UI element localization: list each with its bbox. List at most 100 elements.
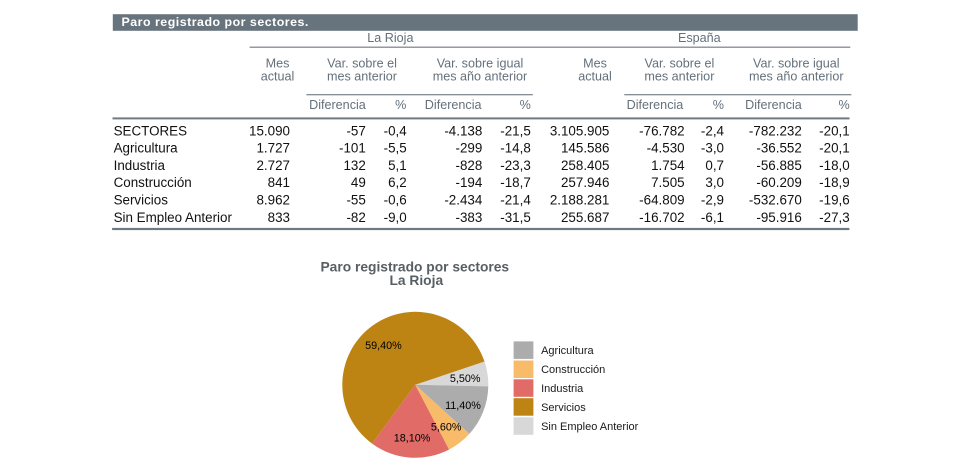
svg-text:Mes: Mes <box>583 57 607 71</box>
svg-text:833: 833 <box>268 210 290 225</box>
svg-text:257.946: 257.946 <box>561 175 609 190</box>
svg-text:-31,5: -31,5 <box>500 210 531 225</box>
svg-text:59,40%: 59,40% <box>365 340 402 352</box>
svg-text:-6,1: -6,1 <box>701 210 724 225</box>
svg-text:Industria: Industria <box>541 383 584 395</box>
svg-text:-36.552: -36.552 <box>756 141 801 156</box>
svg-text:SECTORES: SECTORES <box>114 123 187 138</box>
svg-text:-57: -57 <box>346 123 365 138</box>
svg-text:Sin Empleo Anterior: Sin Empleo Anterior <box>114 210 233 225</box>
svg-text:Servicios: Servicios <box>541 402 586 414</box>
svg-text:-20,1: -20,1 <box>819 123 850 138</box>
svg-text:-14,8: -14,8 <box>500 141 531 156</box>
svg-text:-0,4: -0,4 <box>384 123 408 138</box>
svg-text:145.586: 145.586 <box>561 141 609 156</box>
svg-text:Var. sobre el: Var. sobre el <box>645 57 715 71</box>
svg-text:Diferencia: Diferencia <box>425 98 482 112</box>
svg-text:%: % <box>838 98 849 112</box>
svg-text:3,0: 3,0 <box>705 175 724 190</box>
svg-text:-0,6: -0,6 <box>384 193 407 208</box>
svg-text:-18,9: -18,9 <box>819 175 850 190</box>
svg-text:-56.885: -56.885 <box>756 158 801 173</box>
svg-text:49: 49 <box>351 175 366 190</box>
svg-text:-60.209: -60.209 <box>756 175 801 190</box>
svg-text:1.754: 1.754 <box>651 158 685 173</box>
svg-text:0,7: 0,7 <box>705 158 724 173</box>
svg-text:7.505: 7.505 <box>651 175 685 190</box>
svg-text:2.727: 2.727 <box>256 158 290 173</box>
svg-text:255.687: 255.687 <box>561 210 609 225</box>
svg-text:-18,7: -18,7 <box>500 175 531 190</box>
svg-text:-82: -82 <box>346 210 365 225</box>
svg-text:Var. sobre el: Var. sobre el <box>327 57 397 71</box>
svg-text:-2.434: -2.434 <box>444 193 483 208</box>
svg-text:15.090: 15.090 <box>249 123 290 138</box>
svg-text:-532.670: -532.670 <box>749 193 802 208</box>
svg-text:5,1: 5,1 <box>388 158 407 173</box>
svg-text:3.105.905: 3.105.905 <box>550 123 610 138</box>
svg-text:mes año anterior: mes año anterior <box>433 70 528 84</box>
svg-text:Var. sobre igual: Var. sobre igual <box>437 57 524 71</box>
svg-text:La Rioja: La Rioja <box>389 273 443 288</box>
svg-text:-18,0: -18,0 <box>819 158 850 173</box>
svg-text:actual: actual <box>578 70 612 84</box>
svg-text:Diferencia: Diferencia <box>309 98 366 112</box>
svg-text:-2,9: -2,9 <box>701 193 724 208</box>
svg-text:-4.530: -4.530 <box>647 141 685 156</box>
svg-text:Construcción: Construcción <box>114 175 192 190</box>
svg-text:-5,5: -5,5 <box>384 141 407 156</box>
svg-text:-27,3: -27,3 <box>819 210 850 225</box>
svg-text:La Rioja: La Rioja <box>367 31 413 45</box>
svg-text:%: % <box>395 98 406 112</box>
svg-text:%: % <box>713 98 724 112</box>
svg-text:Paro registrado por sectores.: Paro registrado por sectores. <box>122 15 309 29</box>
svg-text:-383: -383 <box>455 210 482 225</box>
svg-text:mes anterior: mes anterior <box>327 70 397 84</box>
svg-text:Sin Empleo Anterior: Sin Empleo Anterior <box>541 421 639 433</box>
svg-text:18,10%: 18,10% <box>394 433 431 445</box>
svg-text:-21,4: -21,4 <box>500 193 531 208</box>
svg-text:-55: -55 <box>346 193 365 208</box>
svg-text:-21,5: -21,5 <box>500 123 531 138</box>
svg-text:258.405: 258.405 <box>561 158 609 173</box>
svg-text:mes anterior: mes anterior <box>644 70 714 84</box>
svg-text:Var. sobre igual: Var. sobre igual <box>753 57 840 71</box>
svg-text:-16.702: -16.702 <box>639 210 684 225</box>
svg-text:Diferencia: Diferencia <box>627 98 684 112</box>
svg-text:-782.232: -782.232 <box>749 123 802 138</box>
svg-text:5,60%: 5,60% <box>431 422 462 434</box>
svg-text:Industria: Industria <box>114 158 166 173</box>
svg-text:5,50%: 5,50% <box>450 373 481 385</box>
svg-text:-20,1: -20,1 <box>819 141 850 156</box>
svg-text:actual: actual <box>261 70 295 84</box>
svg-text:-828: -828 <box>455 158 482 173</box>
svg-text:-9,0: -9,0 <box>384 210 407 225</box>
svg-text:Servicios: Servicios <box>114 193 169 208</box>
svg-text:-64.809: -64.809 <box>639 193 684 208</box>
svg-text:132: 132 <box>343 158 365 173</box>
svg-text:11,40%: 11,40% <box>445 400 481 412</box>
svg-text:8.962: 8.962 <box>256 193 290 208</box>
svg-text:Diferencia: Diferencia <box>745 98 802 112</box>
svg-text:-95.916: -95.916 <box>756 210 801 225</box>
svg-text:%: % <box>520 98 531 112</box>
svg-text:Paro registrado por sectores: Paro registrado por sectores <box>320 259 509 274</box>
svg-text:Mes: Mes <box>266 57 290 71</box>
svg-text:-76.782: -76.782 <box>639 123 684 138</box>
svg-text:-2,4: -2,4 <box>701 123 725 138</box>
svg-text:mes año anterior: mes año anterior <box>749 70 844 84</box>
svg-text:-23,3: -23,3 <box>500 158 531 173</box>
svg-text:Construcción: Construcción <box>541 364 605 376</box>
svg-text:Agricultura: Agricultura <box>114 141 179 156</box>
svg-text:-3,0: -3,0 <box>701 141 724 156</box>
svg-text:1.727: 1.727 <box>256 141 290 156</box>
svg-text:-299: -299 <box>455 141 482 156</box>
svg-text:-19,6: -19,6 <box>819 193 850 208</box>
svg-text:-4.138: -4.138 <box>444 123 482 138</box>
svg-text:Agricultura: Agricultura <box>541 345 594 357</box>
svg-text:6,2: 6,2 <box>388 175 407 190</box>
svg-text:2.188.281: 2.188.281 <box>550 193 610 208</box>
svg-text:España: España <box>678 31 721 45</box>
svg-text:-194: -194 <box>455 175 482 190</box>
svg-text:-101: -101 <box>339 141 366 156</box>
